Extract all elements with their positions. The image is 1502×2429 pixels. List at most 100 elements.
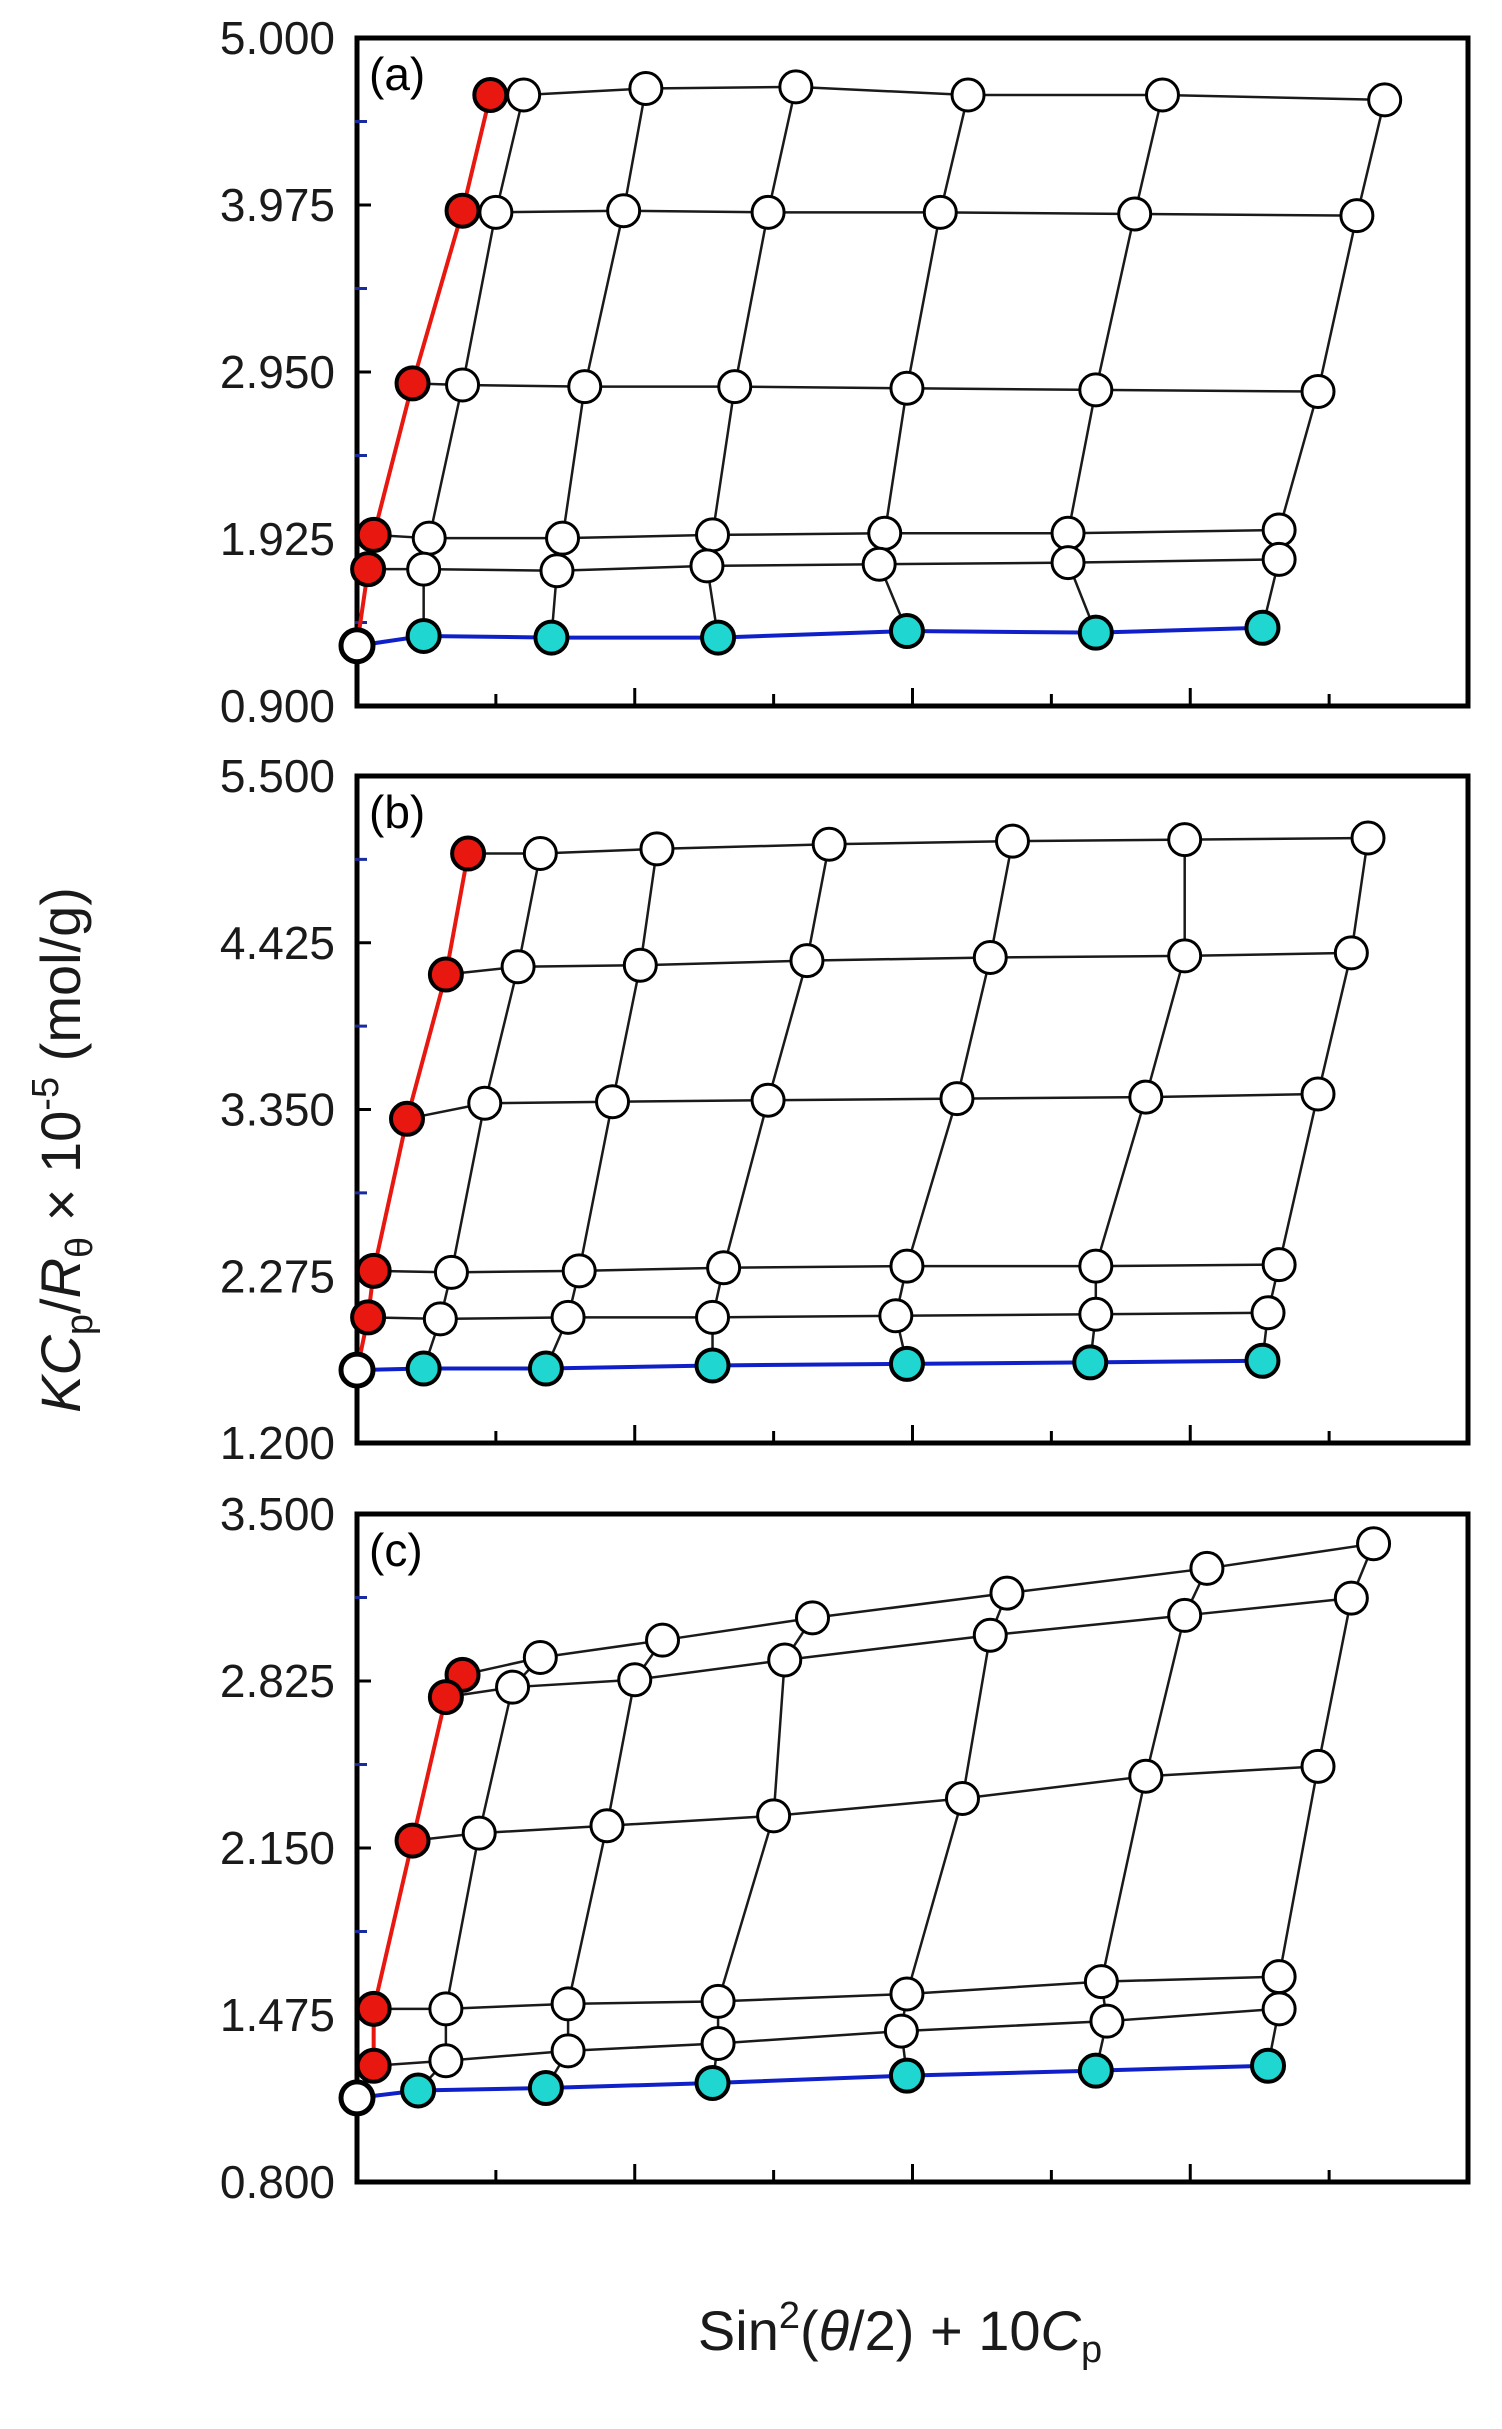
zero-concentration-line xyxy=(356,1358,1263,1373)
data-point xyxy=(1117,196,1153,232)
data-point xyxy=(1261,1247,1297,1283)
data-point xyxy=(689,548,725,584)
zero-concentration-point xyxy=(1077,614,1114,651)
y-tick-label: 1.475 xyxy=(220,1989,335,2041)
data-point xyxy=(467,1085,503,1121)
data-point xyxy=(1128,1079,1164,1115)
data-point xyxy=(1050,545,1086,581)
data-point xyxy=(1261,541,1297,577)
concentration-line xyxy=(412,1765,1319,1842)
y-tick-label: 0.900 xyxy=(220,680,335,732)
panel-3: 0.800 1.475 2.150 2.825 3.500 (c) xyxy=(220,1488,1471,2208)
data-point xyxy=(789,943,825,979)
y-tick-label: 2.150 xyxy=(220,1822,335,1874)
angle-line xyxy=(544,1639,664,2089)
zero-concentration-line xyxy=(356,625,1263,648)
zero-angle-point xyxy=(388,1100,425,1137)
intercept-point xyxy=(338,2079,376,2117)
panel-1: 0.900 1.925 2.950 3.975 5.000 (a) xyxy=(220,12,1471,732)
data-point xyxy=(411,520,447,556)
data-point xyxy=(550,1986,586,2022)
y-tick-label: 1.925 xyxy=(220,513,335,565)
data-point xyxy=(889,370,925,406)
zero-concentration-point xyxy=(527,1350,564,1387)
panels-group: 0.900 1.925 2.950 3.975 5.000 (a) 1.200 2.275 3.… xyxy=(220,12,1471,2208)
zero-concentration-point xyxy=(1072,1344,1109,1381)
concentration-line xyxy=(368,558,1280,573)
zero-angle-point xyxy=(350,551,387,588)
intercept-point xyxy=(338,627,376,665)
data-point xyxy=(695,1299,731,1335)
data-point xyxy=(700,2025,736,2061)
zero-angle-point xyxy=(444,192,481,229)
data-point xyxy=(1356,1526,1392,1562)
data-point xyxy=(428,2043,464,2079)
data-point xyxy=(545,520,581,556)
data-point xyxy=(867,515,903,551)
data-point xyxy=(1144,77,1180,113)
data-point xyxy=(989,1575,1025,1611)
data-point xyxy=(628,71,664,107)
data-point xyxy=(695,517,731,553)
data-point xyxy=(589,1808,625,1844)
data-point xyxy=(606,193,642,229)
data-point xyxy=(972,1617,1008,1653)
concentration-line xyxy=(373,1263,1280,1274)
data-point xyxy=(767,1642,803,1678)
zero-concentration-point xyxy=(1077,2052,1114,2089)
data-point xyxy=(1083,1964,1119,2000)
concentration-line xyxy=(368,1311,1269,1321)
zero-angle-point xyxy=(394,365,431,402)
concentration-line xyxy=(412,382,1319,393)
y-tick-label: 2.275 xyxy=(220,1250,335,1302)
data-point xyxy=(445,367,481,403)
data-point xyxy=(595,1084,631,1120)
data-point xyxy=(811,826,847,862)
data-point xyxy=(1167,1597,1203,1633)
data-point xyxy=(1250,1295,1286,1331)
data-point xyxy=(1333,935,1369,971)
plot-frame xyxy=(354,773,1471,1446)
data-point xyxy=(1128,1758,1164,1794)
zero-concentration-point xyxy=(888,613,925,650)
concentration-line xyxy=(445,951,1352,976)
data-point xyxy=(778,69,814,105)
data-point xyxy=(922,194,958,230)
data-point xyxy=(700,1983,736,2019)
data-point xyxy=(1367,82,1403,118)
angle-line xyxy=(422,94,525,636)
zero-angle-point xyxy=(472,77,509,114)
data-point xyxy=(550,1299,586,1335)
data-point xyxy=(539,553,575,589)
data-point xyxy=(478,194,514,230)
y-tick-label: 2.825 xyxy=(220,1655,335,1707)
data-point xyxy=(717,369,753,405)
data-point xyxy=(1261,1959,1297,1995)
data-point xyxy=(939,1081,975,1117)
x-axis-title: Sin2(θ/2) + 10Cp xyxy=(698,2295,1102,2371)
zero-concentration-point xyxy=(405,617,442,654)
y-tick-label: 5.000 xyxy=(220,12,335,64)
data-point xyxy=(889,1248,925,1284)
zero-concentration-point xyxy=(694,1347,731,1384)
data-point xyxy=(1078,1248,1114,1284)
data-point xyxy=(756,1798,792,1834)
y-tick-label: 1.200 xyxy=(220,1417,335,1469)
panel-label: (a) xyxy=(369,48,425,100)
y-axis-title: KCp/Rθ × 10-5 (mol/g) xyxy=(25,887,101,1413)
data-point xyxy=(1333,1580,1369,1616)
data-point xyxy=(1300,1748,1336,1784)
data-point xyxy=(889,1976,925,2012)
data-point xyxy=(972,939,1008,975)
data-point xyxy=(750,1082,786,1118)
data-point xyxy=(567,369,603,405)
angle-line xyxy=(877,94,970,632)
zero-concentration-point xyxy=(533,619,570,656)
data-point xyxy=(1167,938,1203,974)
concentration-line xyxy=(373,2007,1280,2067)
concentration-line xyxy=(373,528,1280,540)
zero-concentration-point xyxy=(1244,609,1281,646)
data-point xyxy=(639,831,675,867)
panel-label: (c) xyxy=(369,1524,423,1576)
